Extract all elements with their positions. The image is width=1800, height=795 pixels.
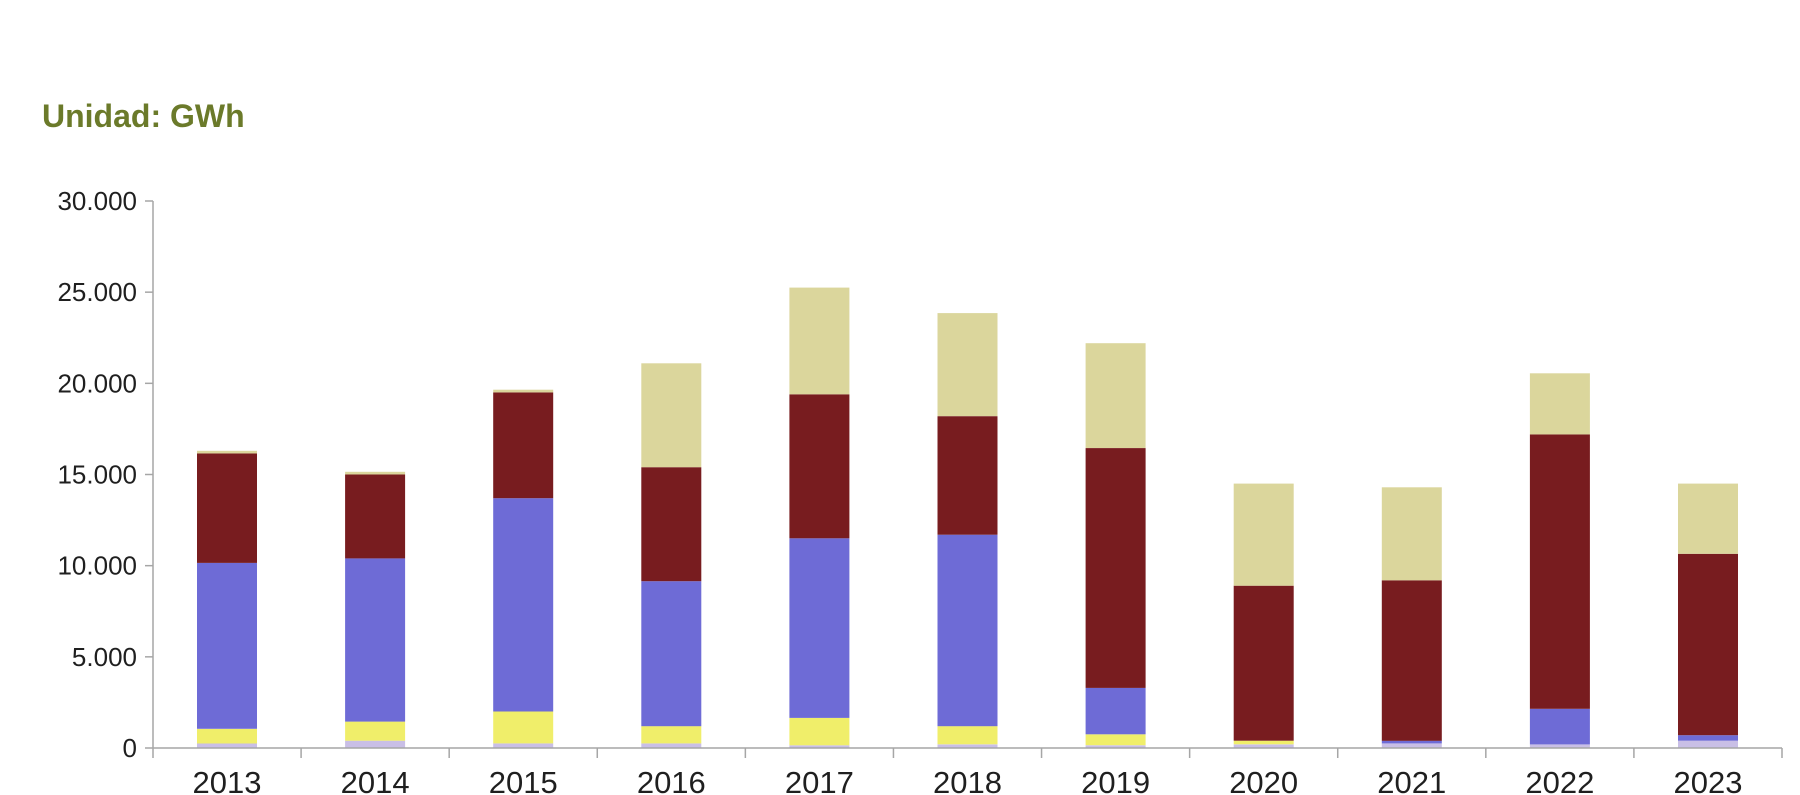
bar-2023-serie-4 (1678, 553, 1738, 736)
y-tick-label: 15.000 (57, 460, 137, 490)
bar-2014-serie-1 (345, 740, 406, 748)
x-tick-label: 2022 (1525, 765, 1594, 795)
y-tick-label: 25.000 (57, 277, 137, 307)
bar-2022-serie-3 (1529, 708, 1590, 745)
bar-2017-serie-2 (789, 717, 850, 746)
bar-2015-serie-1 (493, 743, 554, 748)
bar-2020-serie-1 (1233, 744, 1294, 748)
x-tick-label: 2018 (933, 765, 1002, 795)
bar-2016-serie-4 (641, 467, 702, 582)
bar-2016-serie-2 (641, 726, 702, 744)
bar-2016-serie-5 (641, 363, 702, 468)
axes-group (145, 200, 1783, 758)
bar-2015-serie-5 (493, 389, 554, 393)
x-tick-label: 2021 (1377, 765, 1446, 795)
bar-2014-serie-5 (345, 471, 406, 475)
unit-label: Unidad: GWh (42, 98, 245, 134)
x-tick-label: 2017 (785, 765, 854, 795)
y-tick-label: 5.000 (72, 642, 137, 672)
labels-group: 0 5.000 10.000 15.000 20.000 25.000 30.000 2013… (57, 186, 1742, 795)
bar-2017-serie-3 (789, 538, 850, 718)
bar-2023-serie-3 (1678, 735, 1738, 741)
bar-2013-serie-3 (197, 562, 257, 729)
bar-2016-serie-1 (641, 743, 702, 748)
x-tick-label: 2020 (1229, 765, 1298, 795)
bar-2019-serie-3 (1085, 687, 1146, 735)
bar-2018-serie-4 (937, 416, 998, 535)
bar-2022-serie-5 (1529, 373, 1590, 435)
bar-2019-serie-1 (1085, 745, 1146, 748)
x-tick-label: 2019 (1081, 765, 1150, 795)
bar-2017-serie-5 (789, 287, 850, 395)
x-tick-label: 2014 (341, 765, 410, 795)
bar-2013-serie-2 (197, 728, 257, 744)
y-tick-label: 10.000 (57, 551, 137, 581)
x-tick-label: 2015 (489, 765, 558, 795)
bar-2018-serie-3 (937, 534, 998, 727)
bar-2018-serie-1 (937, 744, 998, 748)
bar-2017-serie-4 (789, 394, 850, 539)
bar-2019-serie-2 (1085, 734, 1146, 746)
bar-2018-serie-2 (937, 726, 998, 745)
bar-2015-serie-4 (493, 392, 554, 499)
bar-2021-serie-1 (1381, 743, 1442, 748)
bar-2020-serie-5 (1233, 483, 1294, 586)
bar-2022-serie-4 (1529, 434, 1590, 709)
bar-2013-serie-4 (197, 453, 257, 563)
bar-2016-serie-3 (641, 581, 702, 727)
bar-2021-serie-5 (1381, 487, 1442, 581)
y-tick-label: 30.000 (57, 186, 137, 216)
bar-2014-serie-3 (345, 558, 406, 722)
bar-2021-serie-4 (1381, 580, 1442, 741)
x-tick-label: 2016 (637, 765, 706, 795)
x-tick-label: 2013 (193, 765, 262, 795)
bar-2020-serie-4 (1233, 585, 1294, 741)
bar-2014-serie-2 (345, 721, 406, 741)
y-tick-label: 20.000 (57, 368, 137, 398)
bar-2014-serie-4 (345, 474, 406, 559)
bar-2023-serie-5 (1678, 483, 1738, 554)
bar-2021-serie-3 (1381, 740, 1442, 744)
bar-2019-serie-4 (1085, 448, 1146, 688)
bar-2015-serie-2 (493, 711, 554, 744)
y-tick-label: 0 (123, 733, 137, 763)
bar-2023-serie-1 (1678, 740, 1738, 748)
bar-2013-serie-5 (197, 450, 257, 454)
bar-2019-serie-5 (1085, 343, 1146, 448)
bar-2017-serie-1 (789, 745, 850, 748)
bars-group (197, 287, 1738, 748)
bar-2013-serie-1 (197, 743, 257, 748)
bar-2015-serie-3 (493, 498, 554, 712)
x-tick-label: 2023 (1673, 765, 1742, 795)
bar-2022-serie-1 (1529, 744, 1590, 748)
bar-2020-serie-2 (1233, 740, 1294, 745)
bar-2018-serie-5 (937, 313, 998, 417)
